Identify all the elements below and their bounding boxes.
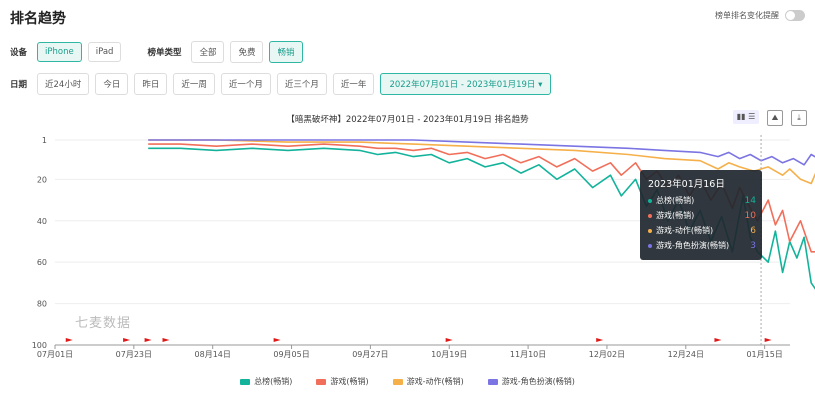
- tooltip-value: 10: [744, 210, 756, 221]
- tooltip-dot: [648, 198, 652, 203]
- legend-item[interactable]: 游戏(畅销): [316, 376, 369, 387]
- list-type-free-button[interactable]: 免费: [230, 41, 264, 63]
- y-tick-label: 60: [37, 258, 47, 267]
- legend-label: 游戏-动作(畅销): [406, 377, 464, 386]
- x-tick-label: 07月01日: [37, 350, 73, 359]
- legend-label: 游戏(畅销): [330, 377, 369, 386]
- series-line-3: [148, 139, 815, 166]
- date-range-picker[interactable]: 2022年07月01日 - 2023年01月19日 ▾: [380, 73, 552, 95]
- x-tick-label: 09月27日: [352, 350, 388, 359]
- rank-alert-toggle-wrap: 榜单排名变化提醒: [715, 10, 805, 21]
- y-tick-label: 80: [37, 300, 47, 309]
- device-label: 设备: [10, 48, 28, 58]
- tooltip-label: 游戏(畅销): [656, 211, 695, 220]
- date-yesterday-button[interactable]: 昨日: [134, 73, 168, 95]
- tooltip-label: 游戏-动作(畅销): [656, 226, 714, 235]
- tooltip-label: 总榜(畅销): [656, 196, 695, 205]
- x-tick-label: 12月24日: [668, 350, 704, 359]
- legend-swatch: [316, 378, 327, 385]
- tooltip-title: 2023年01月16日: [648, 179, 725, 190]
- download-icon[interactable]: ⤓: [791, 110, 807, 126]
- y-tick-label: 1: [42, 136, 47, 145]
- event-flag: [273, 338, 281, 345]
- legend-item[interactable]: 游戏-动作(畅销): [392, 376, 464, 387]
- watermark: 七麦数据: [75, 316, 132, 331]
- date-week-button[interactable]: 近一周: [173, 73, 215, 95]
- event-flag: [65, 338, 73, 345]
- tooltip-dot: [648, 228, 652, 233]
- event-flag: [123, 338, 131, 345]
- legend-item[interactable]: 游戏-角色扮演(畅销): [487, 376, 575, 387]
- chart-title: 【暗黑破坏神】2022年07月01日 - 2023年01月19日 排名趋势: [286, 115, 529, 125]
- event-flag: [764, 338, 772, 345]
- event-flag: [144, 338, 152, 345]
- filter-row-device: 设备 iPhone iPad 榜单类型 全部 免费 畅销: [10, 41, 303, 63]
- list-type-grossing-button[interactable]: 畅销: [269, 41, 303, 63]
- series-line-2: [148, 139, 815, 185]
- legend-label: 游戏-角色扮演(畅销): [501, 377, 575, 386]
- filter-row-date: 日期 近24小时 今日 昨日 近一周 近一个月 近三个月 近一年 2022年07…: [10, 73, 552, 95]
- tooltip-row: 总榜(畅销) 14: [648, 195, 756, 206]
- legend-swatch: [240, 378, 251, 385]
- date-24h-button[interactable]: 近24小时: [37, 73, 90, 95]
- date-3month-button[interactable]: 近三个月: [276, 73, 327, 95]
- tooltip-dot: [648, 213, 652, 218]
- x-tick-label: 11月10日: [510, 350, 546, 359]
- chart-legend: 总榜(畅销) 游戏(畅销) 游戏-动作(畅销) 游戏-角色扮演(畅销): [0, 376, 815, 387]
- tooltip-value: 14: [744, 195, 756, 206]
- y-tick-label: 20: [37, 175, 47, 184]
- date-month-button[interactable]: 近一个月: [220, 73, 271, 95]
- image-export-icon[interactable]: ⛰: [767, 110, 783, 126]
- tooltip-dot: [648, 243, 652, 248]
- tooltip-row: 游戏-动作(畅销) 6: [648, 225, 756, 236]
- chart-mode-toggle[interactable]: ▮▮ ☰: [733, 110, 759, 124]
- page-title: 排名趋势: [10, 11, 66, 27]
- legend-swatch: [392, 378, 403, 385]
- x-tick-label: 01月15日: [746, 350, 782, 359]
- event-flag: [596, 338, 604, 345]
- y-tick-label: 40: [37, 217, 47, 226]
- tooltip-value: 6: [750, 225, 756, 236]
- tooltip: 2023年01月16日 总榜(畅销) 14 游戏(畅销) 10 游戏-动作(畅销) 6…: [640, 170, 762, 260]
- rank-alert-label: 榜单排名变化提醒: [715, 11, 779, 20]
- chart-toolbar: ▮▮ ☰ ⛰ ⤓: [733, 110, 807, 126]
- list-type-all-button[interactable]: 全部: [191, 41, 225, 63]
- list-type-label: 榜单类型: [147, 48, 182, 58]
- device-ipad-button[interactable]: iPad: [87, 42, 122, 62]
- date-year-button[interactable]: 近一年: [332, 73, 375, 95]
- legend-label: 总榜(畅销): [254, 377, 293, 386]
- x-tick-label: 07月23日: [116, 350, 152, 359]
- event-flag: [445, 338, 453, 345]
- device-iphone-button[interactable]: iPhone: [37, 42, 82, 62]
- date-label: 日期: [10, 80, 28, 90]
- date-today-button[interactable]: 今日: [95, 73, 129, 95]
- tooltip-row: 游戏(畅销) 10: [648, 210, 756, 221]
- tooltip-value: 3: [750, 240, 756, 251]
- x-tick-label: 10月19日: [431, 350, 467, 359]
- event-flag: [162, 338, 170, 345]
- event-flag: [714, 338, 722, 345]
- x-tick-label: 08月14日: [195, 350, 231, 359]
- tooltip-row: 游戏-角色扮演(畅销) 3: [648, 240, 756, 251]
- x-tick-label: 12月02日: [589, 350, 625, 359]
- rank-alert-toggle[interactable]: [785, 10, 805, 21]
- legend-swatch: [487, 378, 498, 385]
- x-tick-label: 09月05日: [273, 350, 309, 359]
- legend-item[interactable]: 总榜(畅销): [240, 376, 292, 387]
- tooltip-label: 游戏-角色扮演(畅销): [656, 241, 730, 250]
- y-tick-label: 100: [32, 341, 47, 350]
